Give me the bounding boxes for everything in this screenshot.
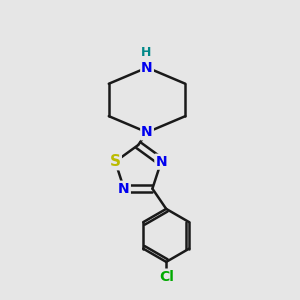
Text: N: N <box>155 155 167 169</box>
Text: N: N <box>141 61 153 75</box>
Text: N: N <box>118 182 130 196</box>
Text: S: S <box>110 154 121 169</box>
Text: H: H <box>140 46 151 59</box>
Text: Cl: Cl <box>159 270 174 283</box>
Text: N: N <box>141 125 153 139</box>
